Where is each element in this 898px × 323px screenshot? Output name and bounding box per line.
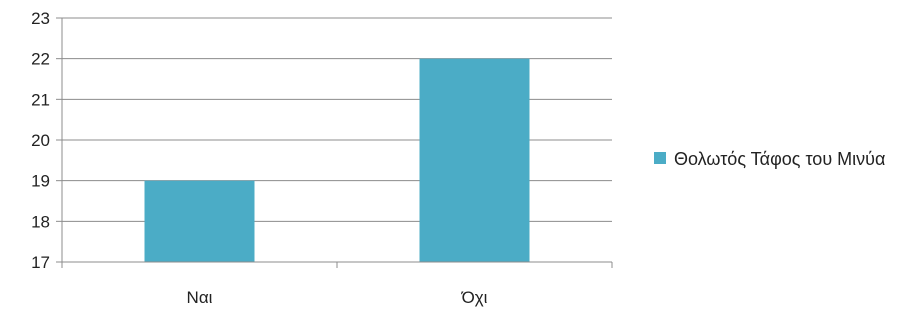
- axes: [61, 18, 613, 268]
- y-tick-label: 20: [31, 131, 50, 150]
- y-tick-label: 17: [31, 253, 50, 272]
- legend: Θολωτός Τάφος του Μινύα: [654, 144, 894, 174]
- bars: [144, 58, 530, 262]
- legend-series-label: Θολωτός Τάφος του Μινύα: [674, 149, 886, 169]
- x-tick-label: Ναι: [187, 288, 213, 307]
- y-tick-label: 21: [31, 90, 50, 109]
- y-tick-label: 19: [31, 172, 50, 191]
- y-tick-label: 18: [31, 212, 50, 231]
- legend-swatch: [654, 152, 666, 164]
- y-axis-ticks: 17 18 19 20 21 22 23: [31, 9, 62, 272]
- y-tick-label: 23: [31, 9, 50, 28]
- bar-1: [144, 180, 255, 262]
- x-tick-label: Όχι: [461, 288, 488, 307]
- bar-2: [419, 58, 530, 262]
- x-axis-ticks: Ναι Όχι: [187, 288, 488, 307]
- y-tick-label: 22: [31, 50, 50, 69]
